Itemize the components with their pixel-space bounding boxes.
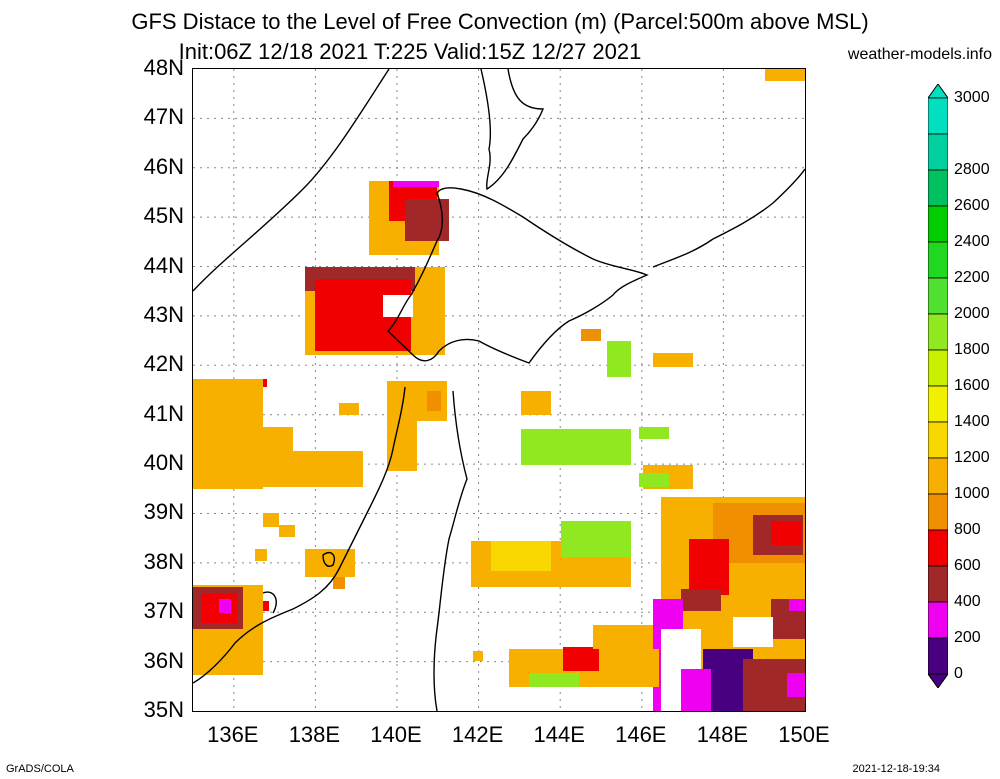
colorbar-bottom-arrow bbox=[928, 673, 948, 688]
lon-tick-label: 148E bbox=[696, 722, 749, 747]
lat-tick-label: 39N bbox=[143, 499, 184, 525]
coastlines bbox=[193, 69, 805, 711]
colorbar-label: 200 bbox=[954, 629, 981, 646]
colorbar-label: 400 bbox=[954, 593, 981, 610]
lon-tick-label: 136E bbox=[207, 722, 259, 747]
colorbar-swatch bbox=[928, 97, 948, 135]
colorbar-label: 3000 bbox=[954, 89, 990, 106]
colorbar-label: 2400 bbox=[954, 233, 990, 250]
lat-tick-label: 46N bbox=[143, 153, 184, 179]
colorbar-swatch bbox=[928, 241, 948, 279]
colorbar-swatch bbox=[928, 529, 948, 567]
lon-tick-label: 142E bbox=[451, 722, 504, 747]
lat-tick-label: 45N bbox=[143, 203, 184, 229]
lat-tick-label: 41N bbox=[143, 400, 184, 426]
colorbar-swatch bbox=[928, 205, 948, 243]
map-canvas bbox=[192, 68, 806, 712]
colorbar-label: 800 bbox=[954, 521, 981, 538]
colorbar-label: 2000 bbox=[954, 305, 990, 322]
lat-tick-label: 43N bbox=[143, 301, 184, 327]
colorbar-swatch bbox=[928, 169, 948, 207]
colorbar-swatch bbox=[928, 421, 948, 459]
colorbar-label: 1800 bbox=[954, 341, 990, 358]
colorbar-label: 1600 bbox=[954, 377, 990, 394]
colorbar-label: 1200 bbox=[954, 449, 990, 466]
colorbar-swatch bbox=[928, 601, 948, 639]
lon-tick-label: 140E bbox=[370, 722, 422, 747]
lat-tick-label: 35N bbox=[143, 697, 184, 722]
map-svg bbox=[193, 69, 805, 711]
lat-tick-label: 48N bbox=[143, 55, 184, 80]
lon-tick-label: 138E bbox=[288, 722, 341, 747]
footer-timestamp: 2021-12-18-19:34 bbox=[852, 763, 940, 775]
colorbar bbox=[928, 84, 948, 688]
colorbar-label: 1000 bbox=[954, 485, 990, 502]
colorbar-swatch bbox=[928, 565, 948, 603]
colorbar-label: 2600 bbox=[954, 197, 990, 214]
colorbar-label: 600 bbox=[954, 557, 981, 574]
colorbar-swatch bbox=[928, 277, 948, 315]
lat-tick-label: 40N bbox=[143, 450, 184, 476]
map-title: GFS Distace to the Level of Free Convect… bbox=[131, 9, 869, 34]
colorbar-swatch bbox=[928, 637, 948, 675]
lon-tick-label: 146E bbox=[615, 722, 667, 747]
lat-tick-label: 42N bbox=[143, 351, 184, 377]
lat-tick-label: 44N bbox=[143, 252, 184, 278]
lon-tick-label: 150E bbox=[778, 722, 830, 747]
colorbar-top-arrow bbox=[928, 84, 948, 99]
colorbar-label: 2200 bbox=[954, 269, 990, 286]
colorbar-label: 2800 bbox=[954, 161, 990, 178]
lfc-shading bbox=[193, 69, 805, 711]
footer-credit: GrADS/COLA bbox=[6, 763, 74, 775]
colorbar-swatch bbox=[928, 457, 948, 495]
colorbar-label: 0 bbox=[954, 665, 963, 682]
colorbar-swatch bbox=[928, 385, 948, 423]
lon-tick-label: 144E bbox=[533, 722, 585, 747]
lat-tick-label: 47N bbox=[143, 104, 184, 130]
colorbar-swatch bbox=[928, 313, 948, 351]
colorbar-label: 1400 bbox=[954, 413, 990, 430]
brand-label: weather-models.info bbox=[847, 46, 992, 63]
lat-tick-label: 38N bbox=[143, 548, 184, 574]
colorbar-swatch bbox=[928, 133, 948, 171]
colorbar-swatch bbox=[928, 493, 948, 531]
lat-tick-label: 37N bbox=[143, 598, 184, 624]
map-subtitle: Init:06Z 12/18 2021 T:225 Valid:15Z 12/2… bbox=[178, 39, 642, 64]
colorbar-svg bbox=[928, 84, 948, 688]
colorbar-swatch bbox=[928, 349, 948, 387]
lat-tick-label: 36N bbox=[143, 647, 184, 673]
